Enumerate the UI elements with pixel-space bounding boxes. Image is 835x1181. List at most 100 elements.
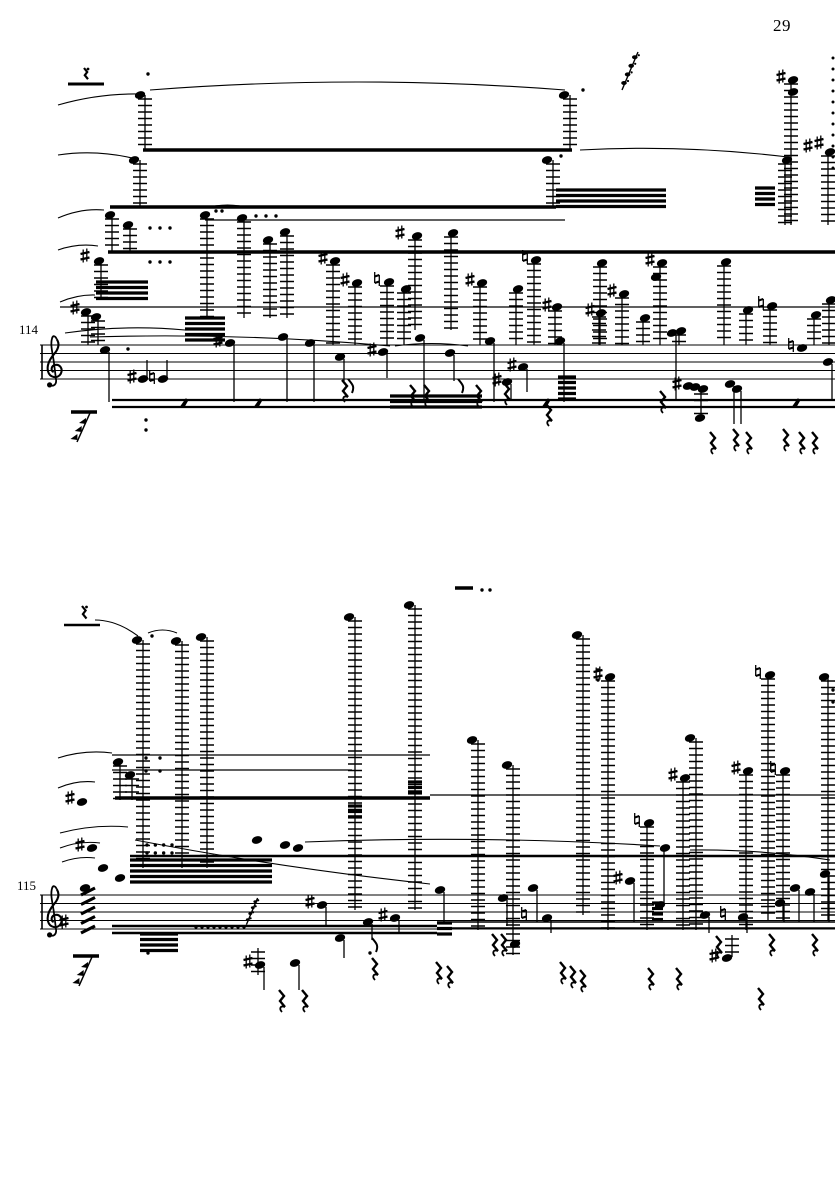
notehead [824, 148, 835, 156]
notehead [434, 886, 446, 894]
notehead [694, 414, 706, 422]
augmentation-dot [212, 925, 216, 929]
notehead [104, 211, 116, 219]
quarter-rest-icon [746, 447, 753, 455]
natural-icon [374, 280, 380, 284]
notehead [558, 91, 570, 99]
augmentation-dot [831, 100, 835, 104]
sharp-icon [668, 775, 678, 780]
slur [57, 244, 99, 251]
slur [57, 781, 96, 789]
sharp-icon [318, 258, 328, 263]
quarter-rest-icon [675, 967, 683, 986]
notehead [254, 961, 266, 969]
quarter-rest-icon [447, 981, 454, 989]
quarter-rest-icon [342, 395, 349, 403]
slur [61, 856, 96, 863]
natural-icon [720, 908, 726, 912]
augmentation-dot [144, 418, 148, 422]
augmentation-dot [831, 78, 835, 82]
quarter-rest-icon [279, 1005, 286, 1013]
slur [57, 152, 133, 159]
measure-number-115: 115 [17, 878, 37, 893]
augmentation-dot [831, 111, 835, 115]
augmentation-dot [146, 72, 150, 76]
augmentation-dot [158, 260, 162, 264]
notehead [512, 285, 524, 293]
notehead [93, 257, 105, 265]
augmentation-dot [831, 122, 835, 126]
augmentation-dot [831, 67, 835, 71]
sharp-icon [65, 792, 75, 798]
notehead [86, 844, 98, 852]
augmentation-dot [194, 925, 198, 929]
treble-clef-icon [47, 932, 53, 938]
quarter-rest-icon [491, 933, 499, 952]
slur [579, 147, 789, 158]
sharp-icon [672, 378, 682, 384]
sharp-icon [70, 308, 80, 313]
sharp-icon [340, 280, 350, 285]
notehead [124, 771, 136, 779]
grace-note-run [253, 900, 258, 904]
quarter-rest-icon [446, 965, 454, 984]
augmentation-dot [168, 260, 172, 264]
quarter-rest-icon [580, 985, 587, 993]
sharp-icon [318, 252, 328, 258]
eighth-flag [371, 937, 379, 953]
natural-icon [374, 274, 380, 278]
tremolo-slashes [80, 886, 96, 897]
quarter-rest-icon [745, 431, 753, 450]
sharp-icon [585, 304, 595, 310]
sharp-icon [243, 962, 253, 967]
natural-icon [755, 667, 761, 671]
notehead [279, 841, 291, 849]
quarter-rest-icon [768, 933, 776, 952]
treble-clef-icon [49, 335, 58, 387]
augmentation-dot [254, 214, 258, 218]
notehead [604, 673, 616, 681]
quarter-rest-icon [475, 384, 483, 403]
notehead [90, 313, 102, 321]
grace-note-run [252, 911, 255, 914]
augmentation-dot [220, 209, 224, 213]
flag-cluster [79, 418, 86, 424]
notehead [334, 934, 346, 942]
quarter-rest-icon [570, 981, 577, 989]
notehead [595, 309, 607, 317]
notehead [819, 870, 831, 878]
notehead [624, 877, 636, 885]
notehead [334, 353, 346, 361]
slur [59, 825, 129, 834]
quarter-rest-icon [757, 987, 765, 1006]
augmentation-dot [831, 89, 835, 93]
slur [89, 335, 391, 347]
notehead [236, 214, 248, 222]
augmentation-dot [170, 843, 174, 847]
quarter-rest-icon [503, 382, 511, 401]
augmentation-dot [831, 144, 835, 148]
notehead [444, 349, 456, 357]
augmentation-dot [158, 226, 162, 230]
augmentation-dot [368, 951, 372, 955]
augmentation-dot [831, 133, 835, 137]
sharp-icon [709, 956, 719, 961]
quarter-rest-icon [409, 384, 417, 403]
flag-cluster [72, 978, 80, 984]
natural-icon [755, 673, 761, 677]
slur [57, 93, 139, 106]
natural-icon [521, 915, 527, 919]
sharp-icon [709, 950, 719, 956]
sharp-icon [731, 762, 741, 768]
natural-icon [149, 372, 155, 376]
augmentation-dot [168, 226, 172, 230]
sharp-icon [607, 291, 617, 296]
notehead [377, 348, 389, 356]
flag-cluster [76, 970, 84, 976]
augmentation-dot [831, 166, 835, 170]
augmentation-dot [831, 688, 835, 692]
quarter-rest-icon [812, 447, 819, 455]
natural-icon [522, 252, 528, 256]
quarter-rest-icon [648, 983, 655, 991]
